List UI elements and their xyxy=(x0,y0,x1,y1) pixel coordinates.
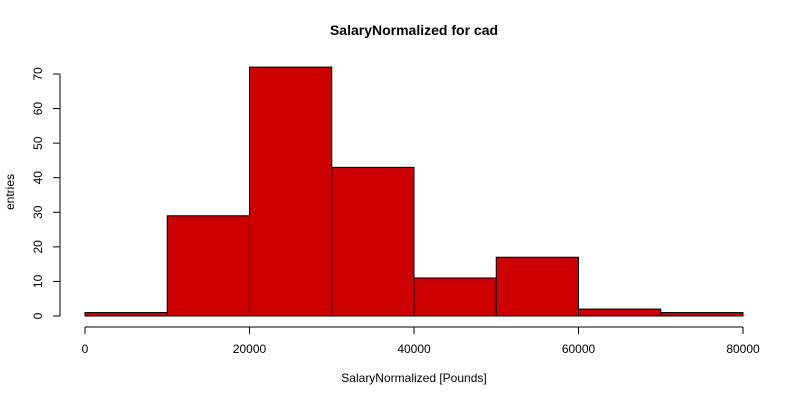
y-axis: 0 10 20 30 40 50 60 70 xyxy=(31,67,61,319)
histogram-bar xyxy=(413,277,497,317)
y-tick-label: 0 xyxy=(31,312,45,319)
x-tick-label: 40000 xyxy=(397,342,431,356)
x-tick-label: 60000 xyxy=(562,342,596,356)
histogram-bar xyxy=(331,166,415,317)
y-axis-label: entries xyxy=(3,174,17,210)
bars-group xyxy=(84,66,744,317)
x-tick-label: 20000 xyxy=(233,342,267,356)
y-tick-label: 40 xyxy=(31,171,45,185)
y-tick-label: 20 xyxy=(31,240,45,254)
x-axis-label: SalaryNormalized [Pounds] xyxy=(341,371,486,385)
histogram-bar xyxy=(660,312,744,317)
histogram-bar xyxy=(84,312,168,317)
x-tick-label: 0 xyxy=(82,342,89,356)
y-tick-label: 10 xyxy=(31,274,45,288)
y-tick-label: 60 xyxy=(31,102,45,116)
chart-title: SalaryNormalized for cad xyxy=(330,22,498,38)
histogram-bar xyxy=(166,215,250,317)
y-tick-label: 30 xyxy=(31,205,45,219)
y-tick-label: 50 xyxy=(31,136,45,150)
histogram-bar xyxy=(249,66,333,317)
x-axis: 0 20000 40000 60000 80000 xyxy=(82,326,760,356)
histogram-bar xyxy=(495,256,579,317)
x-tick-label: 80000 xyxy=(726,342,760,356)
y-tick-label: 70 xyxy=(31,67,45,81)
histogram-bar xyxy=(578,308,662,317)
